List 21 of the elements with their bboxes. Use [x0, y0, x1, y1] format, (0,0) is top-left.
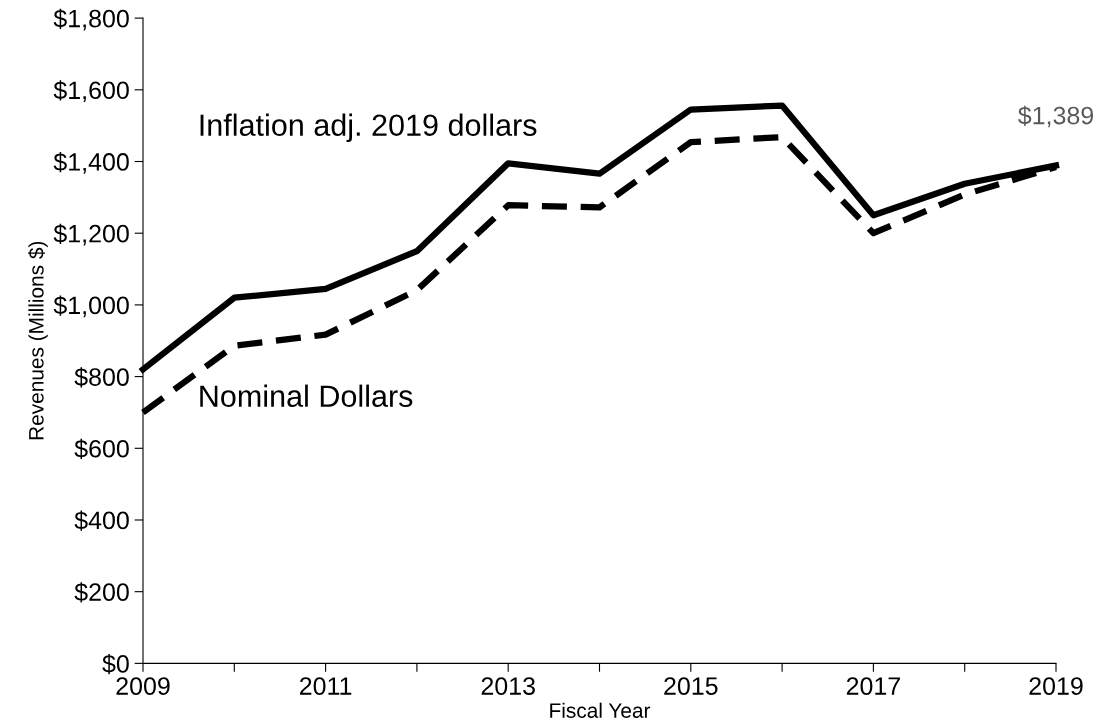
- x-tick-label: 2015: [664, 677, 718, 695]
- y-tick-label: $1,000: [53, 295, 129, 318]
- x-tick-label: 2013: [481, 677, 535, 695]
- y-axis-title: Revenues (Millions $): [28, 241, 48, 440]
- y-tick-label: $600: [74, 438, 129, 460]
- x-tick-label: 2009: [116, 677, 170, 695]
- y-tick-label: $0: [102, 653, 129, 675]
- y-tick-label: $400: [74, 510, 129, 531]
- series-label: Inflation adj. 2019 dollars: [200, 113, 537, 143]
- x-tick-label: 2011: [299, 677, 352, 695]
- y-tick-label: $1,200: [53, 223, 129, 246]
- y-tick-label: $800: [74, 367, 129, 388]
- y-tick-label: $1,400: [53, 152, 129, 174]
- series-label: Nominal Dollars: [200, 384, 413, 408]
- data-label: $1,389: [1018, 105, 1094, 128]
- y-tick-label: $200: [74, 582, 129, 603]
- x-tick-label: 2019: [1029, 677, 1083, 695]
- y-tick-label: $1,800: [53, 8, 129, 31]
- x-axis-title: Fiscal Year: [550, 702, 651, 718]
- y-tick-label: $1,600: [53, 80, 129, 103]
- x-tick-label: 2017: [846, 677, 900, 695]
